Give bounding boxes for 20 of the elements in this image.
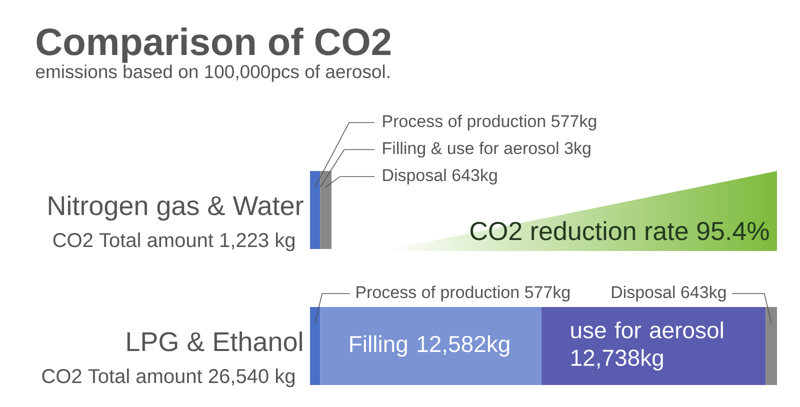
chart-subtitle: emissions based on 100,000pcs of aerosol. xyxy=(36,64,390,82)
bar xyxy=(766,307,778,386)
data-label: use for aerosol 12,738kg xyxy=(571,321,723,371)
bar xyxy=(310,171,320,249)
data-label: Process of production 577kg xyxy=(383,114,596,131)
annotation: CO2 reduction rate 95.4% xyxy=(470,221,769,240)
y-tick-label: LPG & Ethanol xyxy=(127,331,302,352)
bar xyxy=(320,171,332,249)
total-label: CO2 Total amount 26,540 kg xyxy=(42,368,294,388)
bar xyxy=(542,307,766,386)
data-label: Disposal 643kg xyxy=(612,286,726,302)
total-label: CO2 Total amount 1,223 kg xyxy=(53,232,294,252)
data-label: Disposal 643kg xyxy=(383,168,497,185)
data-label: Filling & use for aerosol 3kg xyxy=(383,142,590,158)
bar xyxy=(310,307,320,386)
chart-title: Comparison of CO2 xyxy=(36,27,390,63)
data-label: Process of production 577kg xyxy=(356,286,570,302)
bar xyxy=(320,307,542,386)
data-label: Filling 12,582kg xyxy=(350,335,510,357)
y-tick-label: Nitrogen gas & Water xyxy=(48,195,304,221)
